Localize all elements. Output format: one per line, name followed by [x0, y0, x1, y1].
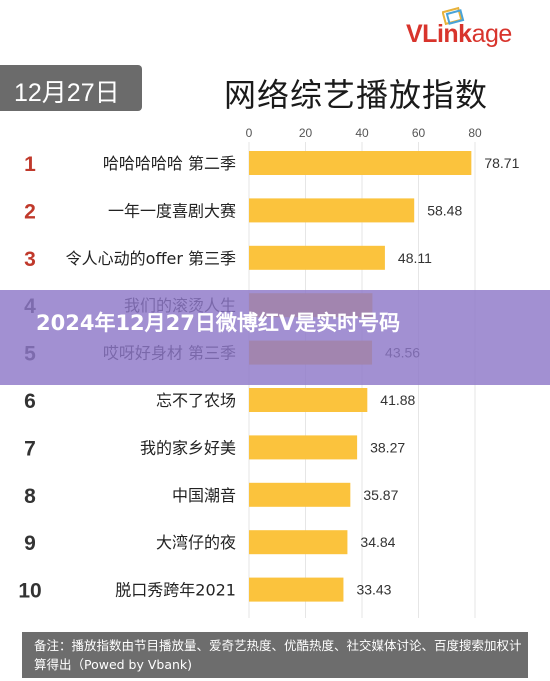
- rank-number: 7: [24, 437, 36, 460]
- logo-mark-icon: [442, 6, 465, 26]
- rank-number: 6: [24, 390, 36, 413]
- x-tick-label: 60: [412, 126, 426, 140]
- x-tick-label: 80: [468, 126, 482, 140]
- bar: [249, 435, 358, 460]
- bar: [249, 151, 472, 175]
- bar: [249, 388, 368, 412]
- category-label: 我的家乡好美: [140, 438, 236, 457]
- value-label: 58.48: [427, 202, 462, 218]
- value-label: 41.88: [380, 392, 415, 408]
- value-label: 48.11: [398, 250, 432, 266]
- value-label: 35.87: [363, 487, 398, 503]
- footer-note: 备注：播放指数由节目播放量、爱奇艺热度、优酷热度、社交媒体讨论、百度搜索加权计算…: [22, 632, 528, 678]
- rank-number: 9: [24, 532, 36, 555]
- category-label: 脱口秀跨年2021: [115, 581, 236, 600]
- rank-number: 8: [24, 485, 36, 508]
- overlay-text: 2024年12月27日微博红V是实时号码: [36, 311, 401, 335]
- rank-number: 3: [24, 248, 36, 271]
- category-label: 令人心动的offer 第三季: [66, 249, 236, 268]
- value-label: 38.27: [370, 439, 405, 455]
- footer-note-text: 备注：播放指数由节目播放量、爱奇艺热度、优酷热度、社交媒体讨论、百度搜索加权计算…: [34, 638, 522, 672]
- date-badge: 12月27日: [0, 65, 142, 111]
- bar: [249, 245, 385, 270]
- x-tick-label: 40: [355, 126, 369, 140]
- date-badge-label: 12月27日: [14, 79, 120, 107]
- logo-text-light: age: [471, 20, 513, 48]
- category-label: 忘不了农场: [156, 391, 236, 410]
- value-label: 33.43: [356, 582, 391, 598]
- rank-number: 10: [18, 580, 41, 603]
- rank-number: 2: [24, 200, 36, 223]
- bar: [249, 530, 348, 555]
- category-label: 中国潮音: [172, 486, 236, 505]
- bar: [249, 198, 415, 223]
- x-tick-label: 0: [246, 126, 253, 140]
- category-label: 哈哈哈哈哈 第二季: [103, 154, 236, 173]
- logo-text: VLinkage: [406, 20, 512, 49]
- x-tick-label: 20: [299, 126, 313, 140]
- value-label: 78.71: [484, 155, 519, 171]
- logo-text-bold: VLink: [406, 20, 472, 48]
- rank-number: 1: [24, 153, 36, 176]
- category-label: 大湾仔的夜: [156, 533, 236, 552]
- value-label: 34.84: [360, 534, 395, 550]
- page-title: 网络综艺播放指数: [224, 76, 489, 114]
- bar: [249, 577, 344, 602]
- category-label: 一年一度喜剧大赛: [108, 201, 236, 220]
- overlay-banner: 2024年12月27日微博红V是实时号码: [0, 290, 550, 385]
- bar: [249, 482, 351, 507]
- vlinkage-logo: VLinkage: [406, 6, 540, 52]
